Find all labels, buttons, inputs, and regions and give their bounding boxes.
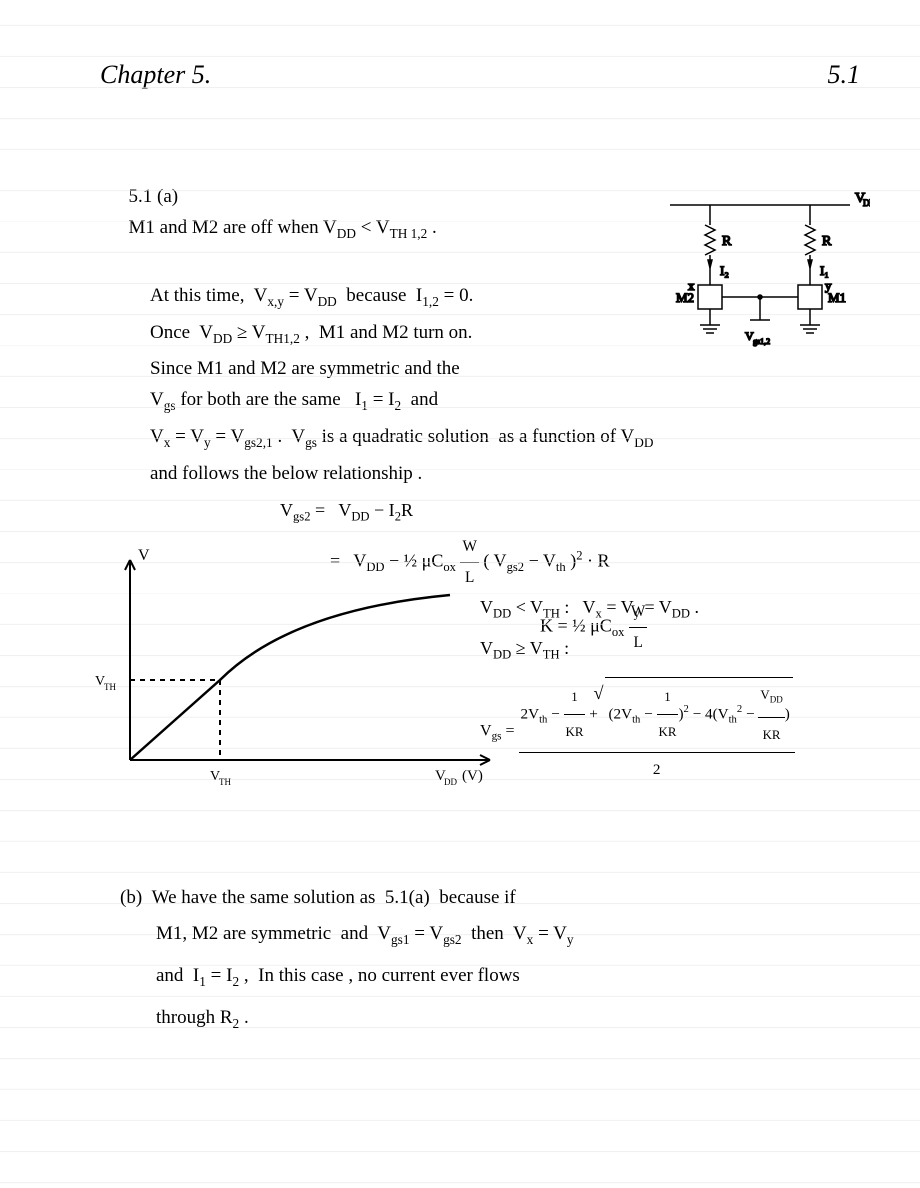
svg-text:DD: DD: [444, 777, 457, 787]
part-a-label: 5.1 (a): [129, 186, 188, 207]
circuit-diagram: V DD R I₂ x R I₁ y M2: [650, 190, 870, 360]
circuit-I2: I₂: [720, 263, 729, 278]
pa-line1: M1 and M2 are off when VDD < VTH 1,2 .: [129, 217, 437, 238]
pb-line4: through R2 .: [120, 1000, 574, 1042]
pa-line6: Vx = Vy = Vgs2,1 . Vgs is a quadratic so…: [100, 421, 860, 458]
chapter-title: Chapter 5.: [100, 60, 211, 90]
pb-line3: and I1 = I2 , In this case , no current …: [120, 958, 574, 1000]
part-b-label: (b): [120, 887, 152, 908]
eq-vgs2-1: Vgs2 = VDD − I2R: [100, 495, 860, 532]
pa-line5: Vgs for both are the same I1 = I2 and: [100, 384, 860, 421]
svg-text:DD: DD: [863, 198, 870, 208]
vgs-vdd-graph: V V TH V TH V DD (V): [90, 540, 510, 800]
vgs-formula: Vgs = 2Vth − 1KR + (2Vth − 1KR)2 − 4(Vth…: [480, 677, 880, 787]
svg-text:gs1,2: gs1,2: [753, 337, 770, 346]
circuit-M2: M2: [676, 290, 694, 305]
svg-text:TH: TH: [104, 682, 116, 692]
circuit-I1: I₁: [820, 263, 829, 278]
svg-text:TH: TH: [219, 777, 231, 787]
graph-y-label: V: [138, 547, 150, 564]
page-header: Chapter 5. 5.1: [100, 60, 860, 90]
page-number: 5.1: [828, 60, 861, 90]
circuit-R-left: R: [722, 234, 732, 249]
cond-2: VDD ≥ VTH :: [480, 631, 880, 672]
pa-line7: and follows the below relationship .: [100, 458, 860, 489]
part-b: (b) We have the same solution as 5.1(a) …: [120, 880, 574, 1041]
page: Chapter 5. 5.1 5.1 (a) M1 and M2 are off…: [0, 0, 920, 1188]
pb-line2: M1, M2 are symmetric and Vgs1 = Vgs2 the…: [120, 916, 574, 958]
pb-line1: (b) We have the same solution as 5.1(a) …: [120, 880, 574, 916]
circuit-M1: M1: [828, 290, 846, 305]
cond-1: VDD < VTH : Vx = Vy = VDD .: [480, 590, 880, 631]
circuit-R-right: R: [822, 234, 832, 249]
conditions-block: VDD < VTH : Vx = Vy = VDD . VDD ≥ VTH : …: [480, 590, 880, 787]
